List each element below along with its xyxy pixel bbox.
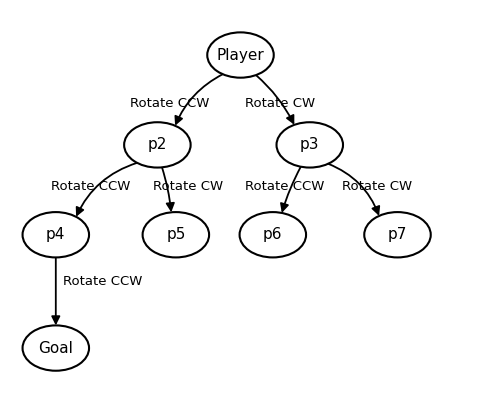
Text: Rotate CCW: Rotate CCW <box>130 97 209 110</box>
Text: p6: p6 <box>263 227 282 242</box>
Text: Rotate CCW: Rotate CCW <box>62 275 142 288</box>
FancyArrowPatch shape <box>175 74 222 124</box>
FancyArrowPatch shape <box>76 163 137 215</box>
Text: Rotate CW: Rotate CW <box>245 97 314 110</box>
Text: p4: p4 <box>46 227 65 242</box>
FancyArrowPatch shape <box>52 257 60 324</box>
Text: p2: p2 <box>147 138 167 152</box>
Text: Rotate CW: Rotate CW <box>153 180 222 193</box>
FancyArrowPatch shape <box>280 167 300 211</box>
Ellipse shape <box>276 122 342 168</box>
Ellipse shape <box>23 326 89 371</box>
Text: Player: Player <box>216 48 264 63</box>
Ellipse shape <box>207 33 273 78</box>
Ellipse shape <box>239 212 305 257</box>
Ellipse shape <box>142 212 209 257</box>
Ellipse shape <box>23 212 89 257</box>
Text: p3: p3 <box>300 138 319 152</box>
Text: Goal: Goal <box>38 341 73 356</box>
FancyArrowPatch shape <box>255 75 293 123</box>
Text: Rotate CW: Rotate CW <box>341 180 411 193</box>
Text: Rotate CCW: Rotate CCW <box>245 180 324 193</box>
FancyArrowPatch shape <box>162 167 174 210</box>
Ellipse shape <box>124 122 190 168</box>
Text: p7: p7 <box>387 227 407 242</box>
FancyArrowPatch shape <box>327 164 378 214</box>
Ellipse shape <box>363 212 430 257</box>
Text: Rotate CCW: Rotate CCW <box>51 180 130 193</box>
Text: p5: p5 <box>166 227 185 242</box>
